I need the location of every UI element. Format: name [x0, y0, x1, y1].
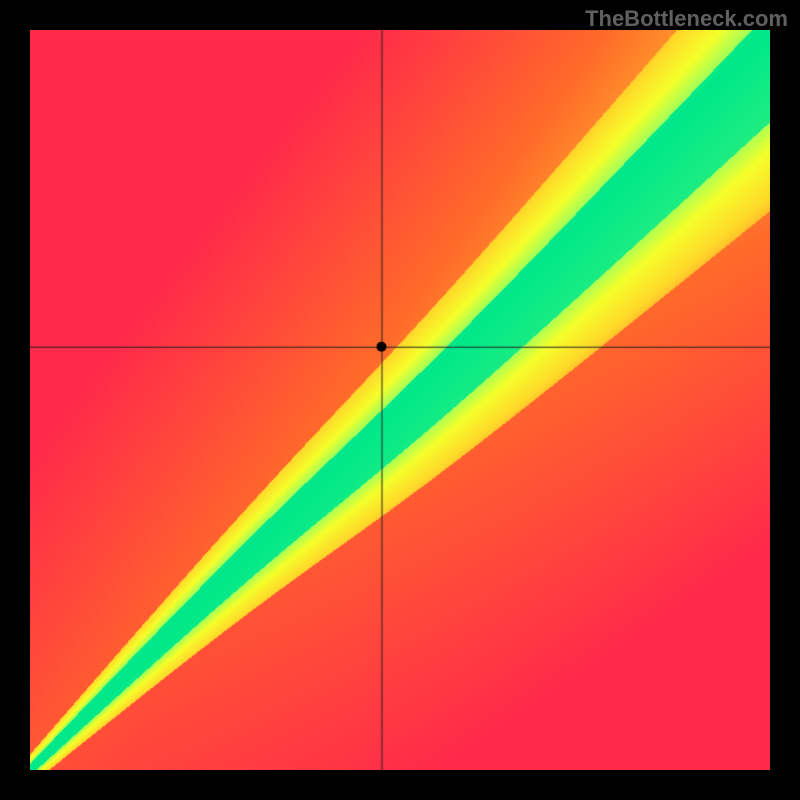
- bottleneck-heatmap: [30, 30, 770, 770]
- chart-container: TheBottleneck.com: [0, 0, 800, 800]
- watermark-label: TheBottleneck.com: [585, 6, 788, 32]
